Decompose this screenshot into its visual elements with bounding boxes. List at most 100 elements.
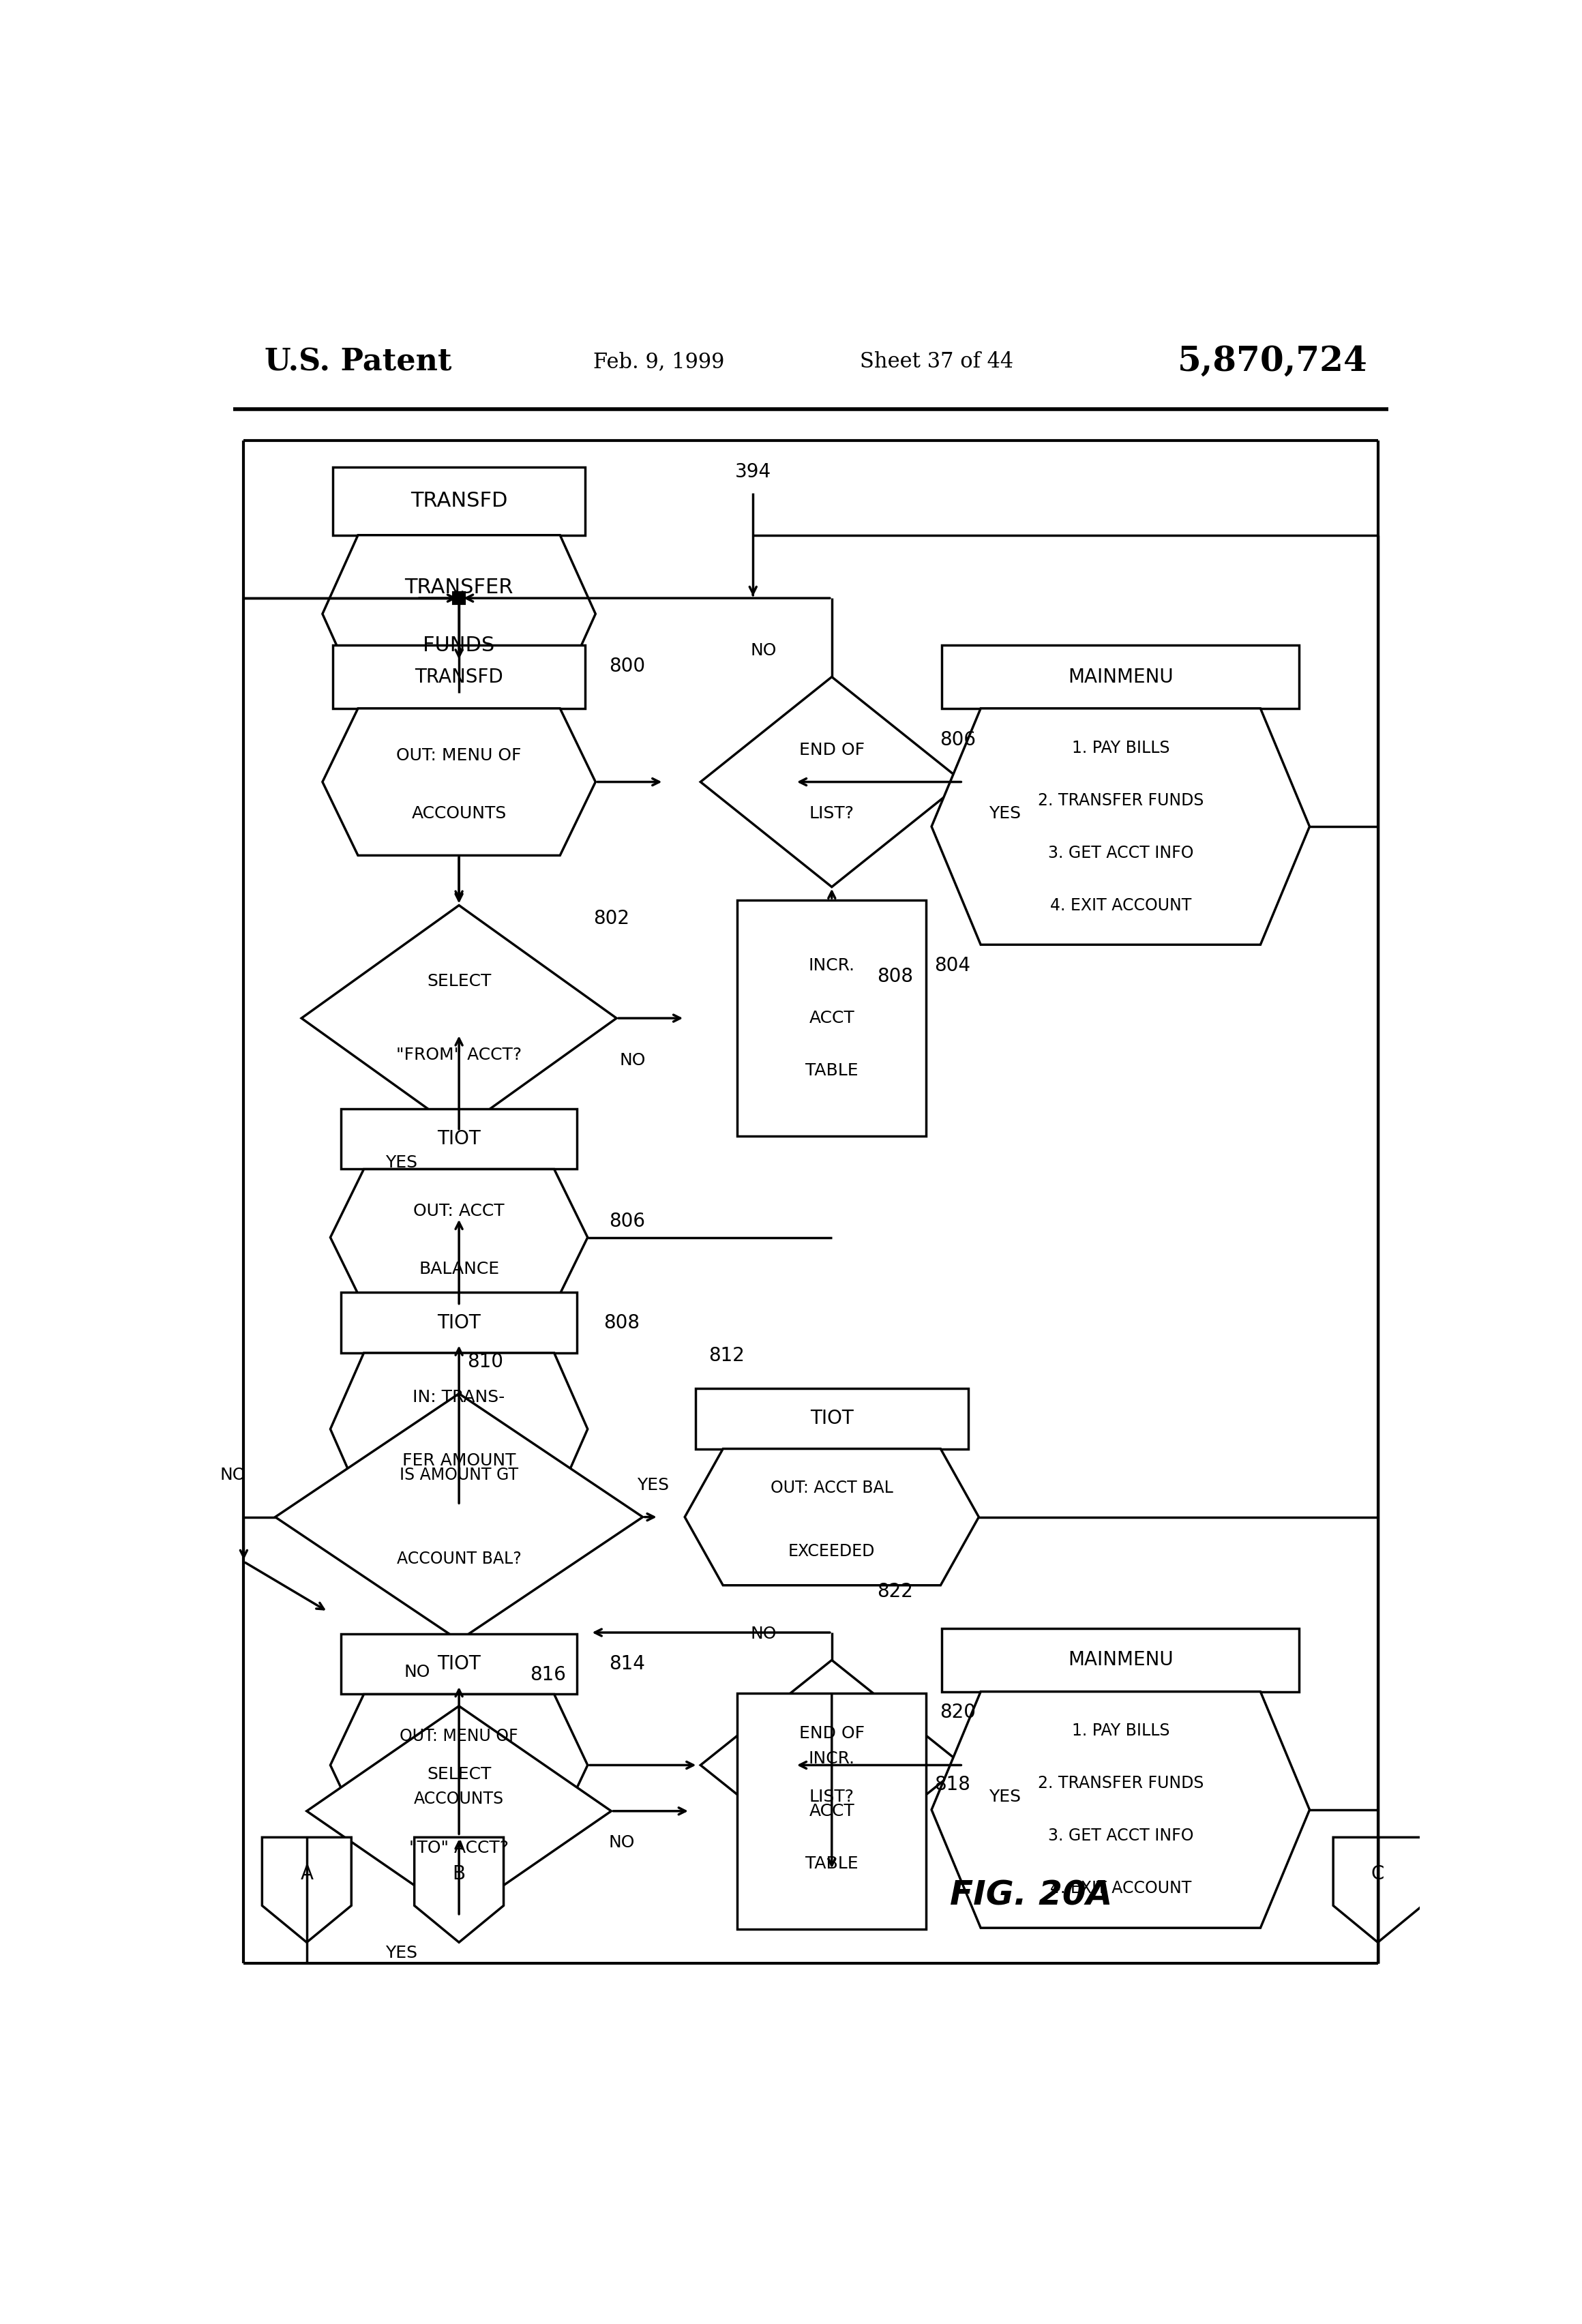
Text: INCR.: INCR. xyxy=(808,957,854,974)
Text: IN: TRANS-: IN: TRANS- xyxy=(413,1390,505,1406)
Text: 394: 394 xyxy=(736,462,770,481)
Text: C: C xyxy=(1372,1864,1384,1885)
Text: 806: 806 xyxy=(940,730,976,748)
Text: 812: 812 xyxy=(709,1346,745,1364)
Text: ACCOUNTS: ACCOUNTS xyxy=(414,1792,505,1808)
Text: ACCOUNT BAL?: ACCOUNT BAL? xyxy=(397,1550,522,1566)
Text: MAINMENU: MAINMENU xyxy=(1068,1650,1174,1669)
Text: 3. GET ACCT INFO: 3. GET ACCT INFO xyxy=(1047,844,1193,860)
Text: 2. TRANSFER FUNDS: 2. TRANSFER FUNDS xyxy=(1038,792,1204,809)
Text: 802: 802 xyxy=(593,909,630,927)
Text: ACCOUNTS: ACCOUNTS xyxy=(411,804,506,823)
Text: NO: NO xyxy=(609,1834,634,1850)
Polygon shape xyxy=(275,1394,642,1641)
Text: OUT: MENU OF: OUT: MENU OF xyxy=(397,748,522,765)
Text: NO: NO xyxy=(619,1053,645,1069)
Polygon shape xyxy=(323,535,595,693)
Polygon shape xyxy=(685,1448,979,1585)
Text: "TO" ACCT?: "TO" ACCT? xyxy=(410,1841,509,1857)
Text: NO: NO xyxy=(750,641,777,658)
Text: 5,870,724: 5,870,724 xyxy=(1177,346,1367,379)
Polygon shape xyxy=(331,1169,587,1306)
Text: 822: 822 xyxy=(876,1583,913,1601)
Text: INCR.: INCR. xyxy=(808,1750,854,1766)
Polygon shape xyxy=(323,709,595,855)
Bar xyxy=(340,1634,577,1694)
Text: MAINMENU: MAINMENU xyxy=(1068,667,1174,686)
Text: LIST?: LIST? xyxy=(810,1789,854,1806)
Bar xyxy=(737,899,927,1136)
Text: YES: YES xyxy=(638,1478,669,1494)
Bar xyxy=(941,1629,1299,1692)
Text: 804: 804 xyxy=(935,955,971,976)
Polygon shape xyxy=(414,1838,503,1943)
Text: 816: 816 xyxy=(530,1664,566,1685)
Polygon shape xyxy=(701,1659,963,1871)
Polygon shape xyxy=(932,1692,1310,1929)
Text: 1. PAY BILLS: 1. PAY BILLS xyxy=(1071,1722,1169,1738)
Text: ACCT: ACCT xyxy=(808,1803,854,1820)
Text: TRANSFD: TRANSFD xyxy=(414,667,503,686)
Text: 810: 810 xyxy=(467,1353,503,1371)
Text: OUT: ACCT: OUT: ACCT xyxy=(413,1204,505,1220)
Polygon shape xyxy=(331,1694,587,1836)
Text: YES: YES xyxy=(384,1945,418,1961)
Text: FUNDS: FUNDS xyxy=(422,634,495,655)
Text: YES: YES xyxy=(384,1155,418,1171)
Text: SELECT: SELECT xyxy=(427,1766,490,1783)
Text: EXCEEDED: EXCEEDED xyxy=(788,1543,875,1559)
Text: TABLE: TABLE xyxy=(805,1062,859,1078)
Text: END OF: END OF xyxy=(799,1724,864,1741)
Text: NO: NO xyxy=(220,1466,247,1483)
Text: OUT: MENU OF: OUT: MENU OF xyxy=(400,1729,519,1745)
Text: 808: 808 xyxy=(604,1313,639,1332)
Text: B: B xyxy=(452,1864,465,1885)
Text: TRANSFD: TRANSFD xyxy=(410,490,508,511)
Text: "FROM" ACCT?: "FROM" ACCT? xyxy=(395,1046,522,1062)
Bar xyxy=(340,1109,577,1169)
Text: YES: YES xyxy=(989,1789,1020,1806)
Text: SELECT: SELECT xyxy=(427,974,490,990)
Text: OUT: ACCT BAL: OUT: ACCT BAL xyxy=(770,1480,894,1497)
Text: 814: 814 xyxy=(609,1655,645,1673)
Polygon shape xyxy=(331,1353,587,1506)
Text: 808: 808 xyxy=(876,967,913,985)
Text: TRANSFER: TRANSFER xyxy=(405,579,514,597)
Bar xyxy=(332,467,585,535)
Text: 4. EXIT ACCOUNT: 4. EXIT ACCOUNT xyxy=(1050,1880,1191,1896)
Text: ACCT: ACCT xyxy=(808,1011,854,1027)
Polygon shape xyxy=(701,676,963,888)
Text: END OF: END OF xyxy=(799,741,864,758)
Bar xyxy=(340,1292,577,1353)
Text: A: A xyxy=(301,1864,313,1885)
Polygon shape xyxy=(302,906,617,1132)
Text: TIOT: TIOT xyxy=(810,1408,854,1429)
Bar xyxy=(694,1387,968,1448)
Text: 806: 806 xyxy=(609,1213,645,1232)
Text: 4. EXIT ACCOUNT: 4. EXIT ACCOUNT xyxy=(1050,897,1191,913)
Text: FIG. 20A: FIG. 20A xyxy=(951,1878,1112,1910)
Text: FER AMOUNT: FER AMOUNT xyxy=(402,1452,516,1469)
Text: TIOT: TIOT xyxy=(437,1313,481,1332)
Text: Sheet 37 of 44: Sheet 37 of 44 xyxy=(861,351,1014,372)
Polygon shape xyxy=(263,1838,351,1943)
Bar xyxy=(332,646,585,709)
Text: TIOT: TIOT xyxy=(437,1655,481,1673)
Text: 818: 818 xyxy=(935,1776,971,1794)
Text: TABLE: TABLE xyxy=(805,1855,859,1871)
Text: U.S. Patent: U.S. Patent xyxy=(264,346,452,376)
Text: LIST?: LIST? xyxy=(810,804,854,823)
Bar xyxy=(737,1692,927,1929)
Text: YES: YES xyxy=(989,804,1020,823)
Text: NO: NO xyxy=(750,1627,777,1643)
Text: Feb. 9, 1999: Feb. 9, 1999 xyxy=(593,351,725,372)
Text: NO: NO xyxy=(403,1664,430,1680)
Text: 2. TRANSFER FUNDS: 2. TRANSFER FUNDS xyxy=(1038,1776,1204,1792)
Bar xyxy=(941,646,1299,709)
Text: BALANCE: BALANCE xyxy=(419,1260,500,1278)
Text: IS AMOUNT GT: IS AMOUNT GT xyxy=(400,1466,519,1483)
Text: 800: 800 xyxy=(609,658,645,676)
Polygon shape xyxy=(1334,1838,1422,1943)
Text: 820: 820 xyxy=(940,1703,976,1722)
Polygon shape xyxy=(307,1706,611,1915)
